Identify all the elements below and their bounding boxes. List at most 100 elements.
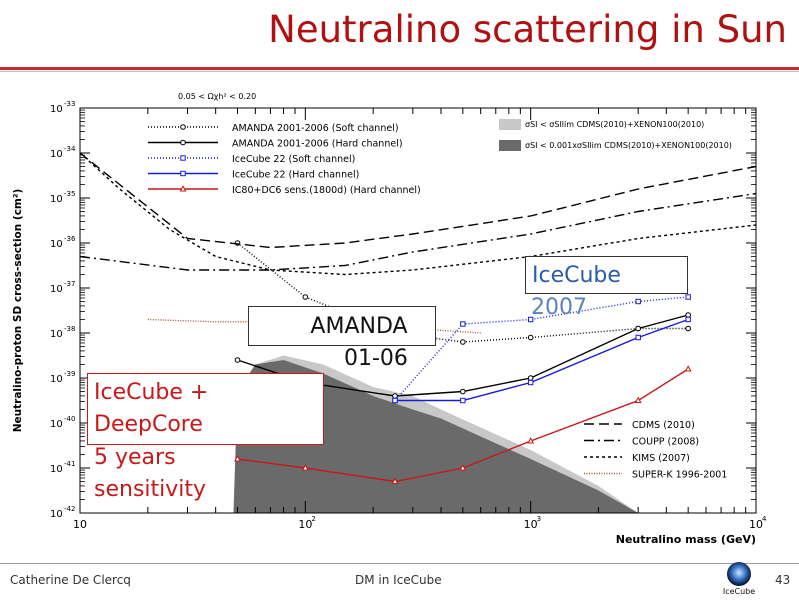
series-2-point <box>635 298 641 305</box>
x-tick-exponent: 3 <box>537 515 541 523</box>
icecube2007-callout: IceCube <box>525 256 688 294</box>
legend-marker <box>179 185 187 192</box>
axis-label-layer: 10-4210-4110-4010-3910-3810-3710-3610-35… <box>12 92 767 546</box>
amanda-callout: AMANDA <box>248 306 436 346</box>
series-1-point <box>527 375 534 381</box>
series-4-point <box>634 396 642 403</box>
icecube2007-callout-line1: IceCube <box>532 263 621 288</box>
title-underline <box>0 67 799 70</box>
series-4-point <box>459 464 467 471</box>
title-underline-shadow <box>0 71 799 72</box>
series-4-point <box>684 365 692 372</box>
y-tick-label: 10 <box>50 464 63 475</box>
legend-band-swatch <box>499 140 521 151</box>
series-line-5 <box>79 152 757 249</box>
y-tick-exponent: -41 <box>64 460 75 468</box>
y-tick-label: 10 <box>50 194 63 205</box>
series-4-point <box>234 455 241 462</box>
amanda-callout-line1: AMANDA <box>310 314 408 339</box>
series-0-point <box>302 294 309 300</box>
y-tick-exponent: -35 <box>64 190 75 198</box>
plot-frame <box>79 107 757 514</box>
footer-divider <box>0 563 799 564</box>
y-tick-exponent: -34 <box>64 145 76 153</box>
y-tick-exponent: -38 <box>64 325 75 333</box>
series-1-point <box>392 393 398 399</box>
x-tick-label: 10 <box>749 518 763 531</box>
series-3-point <box>460 397 466 404</box>
deepcore-callout-line1: IceCube + <box>94 380 209 405</box>
y-tick-exponent: -39 <box>64 370 75 378</box>
legend-experiment-label: CDMS (2010) <box>632 420 695 431</box>
series-1-point <box>460 388 466 395</box>
legend-label: IceCube 22 (Hard channel) <box>232 170 359 181</box>
amanda-callout-line2: 01-06 <box>344 346 408 371</box>
series-3-point <box>527 379 534 386</box>
series-0-point <box>685 325 691 332</box>
legend-layer: AMANDA 2001-2006 (Soft channel) AMANDA 20… <box>148 119 732 481</box>
series-2-point <box>527 316 534 323</box>
y-tick-exponent: -33 <box>64 100 75 108</box>
series-line-6 <box>79 192 757 271</box>
legend-marker <box>180 170 186 177</box>
y-tick-label: 10 <box>50 284 63 295</box>
band-layer <box>233 355 639 513</box>
cross-section-chart: AMANDA 2001-2006 (Soft channel)AMANDA 20… <box>12 92 767 546</box>
series-3-point <box>392 397 398 404</box>
x-tick-exponent: 4 <box>762 515 767 523</box>
legend-band-label: σSI < 0.001xσSIlim CDMS(2010)+XENON100(2… <box>525 141 732 150</box>
slide-title: Neutralino scattering in Sun <box>268 8 787 51</box>
y-axis-label: Neutralino-proton SD cross-section (cm²) <box>12 189 24 433</box>
footer-page-number: 43 <box>775 573 791 587</box>
deepcore-callout: IceCube + DeepCore <box>87 373 324 445</box>
logo-text: IceCube <box>723 587 755 596</box>
legend-label: IceCube 22 (Soft channel) <box>232 154 355 165</box>
x-tick-label: 10 <box>73 518 87 531</box>
legend-experiment-label: SUPER-K 1996-2001 <box>632 470 727 481</box>
legend-marker <box>180 155 186 161</box>
series-4-point <box>527 437 535 444</box>
icecube-logo: IceCube <box>723 562 755 596</box>
y-tick-label: 10 <box>50 149 63 160</box>
series-4-point <box>301 464 309 471</box>
legend-experiment-label: KIMS (2007) <box>632 453 690 464</box>
y-tick-label: 10 <box>50 509 63 520</box>
series-1-point <box>685 312 691 318</box>
series-4-point <box>391 477 399 484</box>
series-0-point <box>460 339 466 345</box>
series-2-point <box>685 294 691 300</box>
deepcore-callout-line2: DeepCore <box>94 412 203 437</box>
y-tick-label: 10 <box>50 419 63 430</box>
legend-label: IC80+DC6 sens.(1800d) (Hard channel) <box>232 185 421 196</box>
relic-density-annotation: 0.05 < Ωχh² < 0.20 <box>178 92 256 101</box>
y-tick-exponent: -36 <box>64 235 76 243</box>
axes-layer <box>79 107 757 514</box>
y-tick-exponent: -37 <box>64 280 75 288</box>
footer-center: DM in IceCube <box>355 573 442 587</box>
series-0-point <box>527 334 534 341</box>
series-1-point <box>234 357 241 363</box>
x-tick-label: 10 <box>298 518 312 531</box>
series-1-point <box>635 325 641 332</box>
series-line-7 <box>79 152 757 276</box>
y-tick-label: 10 <box>50 374 63 385</box>
series-3-point <box>635 334 641 341</box>
footer-author: Catherine De Clercq <box>10 573 131 587</box>
series-2-point <box>460 321 466 327</box>
band-dark <box>233 360 639 513</box>
legend-label: AMANDA 2001-2006 (Hard channel) <box>232 139 403 150</box>
x-tick-exponent: 2 <box>311 515 315 523</box>
y-tick-label: 10 <box>50 104 63 115</box>
legend-label: AMANDA 2001-2006 (Soft channel) <box>232 123 399 134</box>
legend-experiment-label: COUPP (2008) <box>632 437 699 448</box>
y-tick-label: 10 <box>50 239 63 250</box>
series-line-3 <box>395 318 689 402</box>
x-axis-label: Neutralino mass (GeV) <box>616 533 756 546</box>
y-tick-exponent: -42 <box>64 505 75 513</box>
y-tick-exponent: -40 <box>64 415 75 423</box>
legend-marker <box>180 139 186 146</box>
legend-band-label: σSI < σSIlim CDMS(2010)+XENON100(2010) <box>525 120 704 129</box>
deepcore-callout-line3: 5 years <box>94 445 176 470</box>
legend-marker <box>180 124 186 130</box>
y-tick-label: 10 <box>50 329 63 340</box>
